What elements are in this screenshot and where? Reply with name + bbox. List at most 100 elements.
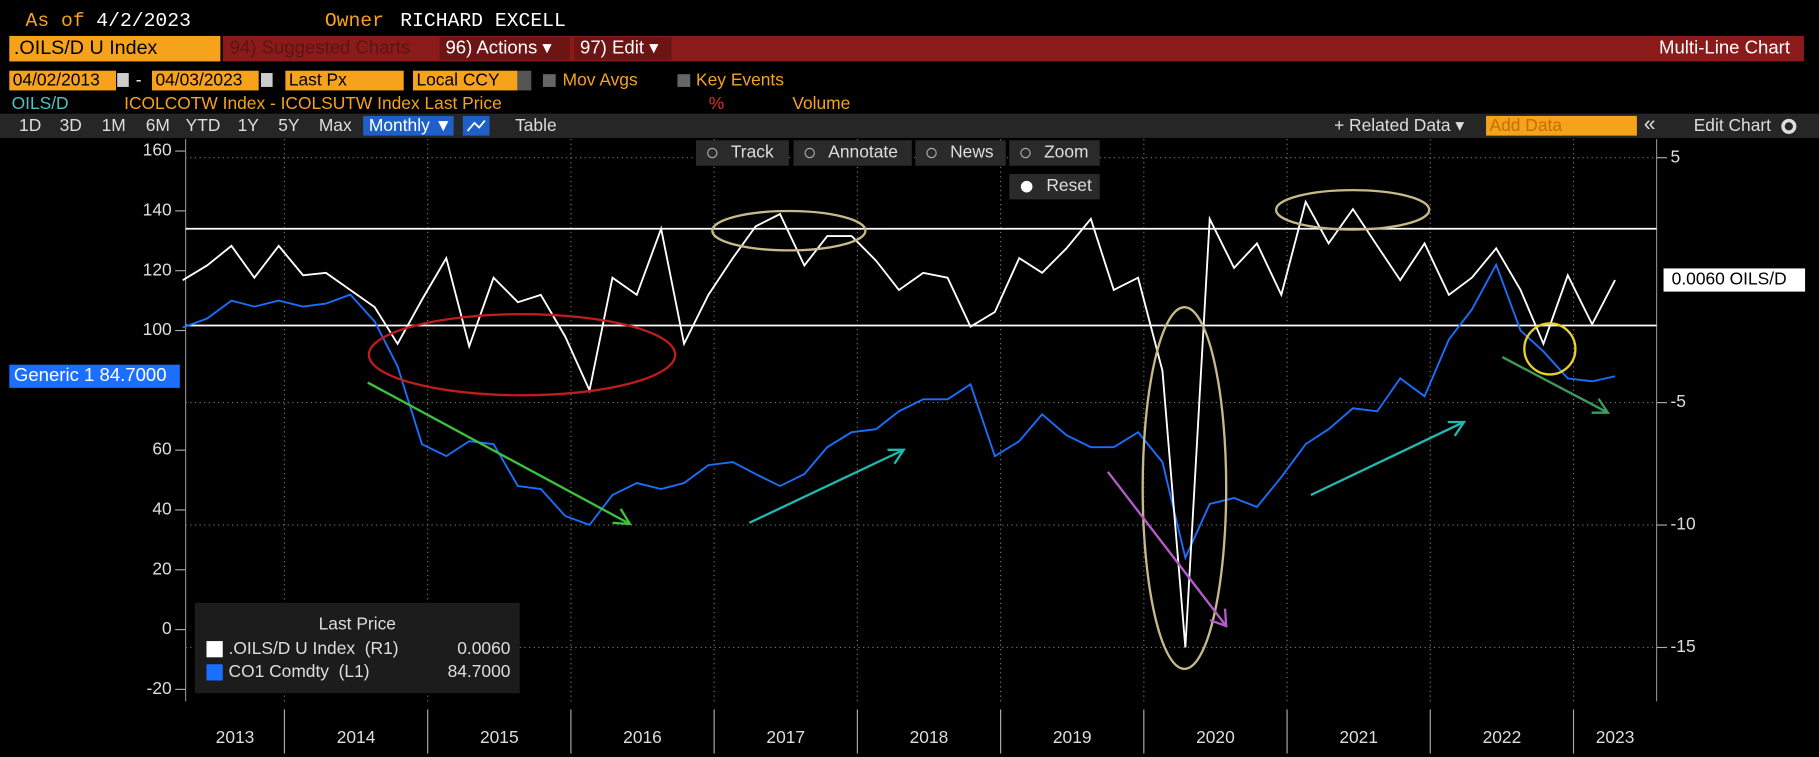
chart-type-icon bbox=[466, 120, 486, 132]
annotation-arrow bbox=[1106, 471, 1228, 628]
add-data[interactable]: Add Data bbox=[1490, 115, 1563, 135]
tool-label[interactable]: News bbox=[950, 142, 994, 162]
tool-button[interactable] bbox=[1009, 140, 1100, 166]
mov-avgs-checkbox[interactable] bbox=[542, 74, 556, 87]
menu-edit-box[interactable] bbox=[574, 37, 672, 61]
series-desc: ICOLCOTW Index - ICOLSUTW Index Last Pri… bbox=[124, 93, 502, 113]
related-data[interactable]: + Related Data ▾ bbox=[1334, 115, 1464, 135]
period-button[interactable]: 1M bbox=[102, 115, 126, 135]
as-of-label: As of bbox=[26, 10, 85, 32]
annotation-arrow bbox=[748, 448, 906, 524]
tool-icon bbox=[707, 147, 718, 159]
end-date[interactable]: 04/03/2023 bbox=[155, 70, 242, 90]
security-box[interactable] bbox=[9, 35, 221, 62]
y-tick-label: -20 bbox=[147, 678, 172, 698]
calendar-icon[interactable] bbox=[117, 73, 129, 87]
legend-label: .OILS/D U Index (R1) bbox=[229, 638, 399, 658]
date-dash: - bbox=[136, 70, 142, 90]
view-name: Multi-Line Chart bbox=[1659, 37, 1791, 58]
period-button[interactable]: Max bbox=[319, 115, 352, 135]
reset-icon bbox=[1020, 180, 1033, 193]
tool-button[interactable] bbox=[793, 140, 912, 166]
tool-icon bbox=[1020, 147, 1031, 159]
x-tick-label: 2018 bbox=[910, 727, 949, 747]
legend bbox=[194, 602, 520, 694]
y-tick-label: 160 bbox=[143, 140, 172, 160]
field-box[interactable] bbox=[285, 70, 404, 91]
x-tick-label: 2020 bbox=[1196, 727, 1235, 747]
period-buttons: 1D 3D 1M 6M YTD 1Y 5Y Max bbox=[19, 115, 352, 135]
tool-button[interactable] bbox=[915, 140, 1006, 166]
edit-chart[interactable]: Edit Chart bbox=[1694, 115, 1771, 135]
x-tick-label: 2019 bbox=[1053, 727, 1092, 747]
x-tick-label: 2017 bbox=[766, 727, 805, 747]
tool-label[interactable]: Zoom bbox=[1044, 142, 1088, 162]
annotation-ellipse bbox=[367, 313, 677, 397]
y2-tick-label: -10 bbox=[1671, 514, 1696, 534]
y-tick-label: 0 bbox=[162, 618, 172, 638]
menu-edit[interactable]: 97) Edit ▾ bbox=[580, 37, 659, 58]
period-button[interactable]: 1Y bbox=[238, 115, 260, 135]
settings-icon[interactable] bbox=[1781, 118, 1797, 134]
menu-suggested[interactable]: 94) Suggested Charts bbox=[230, 37, 411, 58]
y2-tick-label: -15 bbox=[1671, 636, 1696, 656]
calendar-icon[interactable] bbox=[261, 73, 273, 87]
security[interactable]: .OILS/D U Index bbox=[14, 37, 158, 59]
tool-button[interactable] bbox=[696, 140, 789, 166]
period-button[interactable]: 5Y bbox=[278, 115, 300, 135]
as-of-date: 4/2/2023 bbox=[96, 10, 191, 32]
key-events[interactable]: Key Events bbox=[696, 70, 784, 90]
tool-label[interactable]: Track bbox=[731, 142, 774, 162]
last-value-tag bbox=[1663, 268, 1806, 292]
last-value-tag-label: Generic 1 84.7000 bbox=[14, 364, 167, 385]
tool-icon bbox=[926, 147, 937, 159]
key-events-checkbox[interactable] bbox=[677, 74, 691, 87]
menu-actions[interactable]: 96) Actions ▾ bbox=[445, 37, 552, 58]
table-button[interactable]: Table bbox=[515, 115, 557, 135]
period-button[interactable]: YTD bbox=[186, 115, 221, 135]
tool-icon bbox=[804, 147, 815, 159]
legend-value: 0.0060 bbox=[457, 638, 510, 658]
x-tick-label: 2021 bbox=[1339, 727, 1378, 747]
reset[interactable]: Reset bbox=[1046, 175, 1092, 195]
legend-swatch bbox=[206, 664, 223, 681]
legend-label: CO1 Comdty (L1) bbox=[229, 661, 370, 681]
menu-actions-box[interactable] bbox=[439, 37, 570, 61]
mov-avgs[interactable]: Mov Avgs bbox=[563, 70, 638, 90]
period-button[interactable]: 6M bbox=[146, 115, 170, 135]
series-id: OILS/D bbox=[12, 93, 69, 113]
currency-box[interactable] bbox=[412, 70, 518, 91]
x-tick-label: 2015 bbox=[480, 727, 519, 747]
legend-title: Last Price bbox=[319, 613, 396, 633]
add-data-box[interactable] bbox=[1486, 115, 1637, 136]
tool-label[interactable]: Annotate bbox=[828, 142, 898, 162]
annotation-arrow bbox=[1501, 356, 1611, 414]
frequency[interactable]: Monthly ▼ bbox=[369, 115, 452, 135]
last-value-tag bbox=[9, 364, 180, 388]
field[interactable]: Last Px bbox=[289, 70, 347, 90]
annotations bbox=[367, 188, 1611, 671]
currency[interactable]: Local CCY bbox=[416, 70, 499, 90]
y-tick-label: 40 bbox=[152, 499, 171, 519]
y2-tick-label: 5 bbox=[1671, 146, 1681, 166]
frequency-box[interactable] bbox=[363, 115, 454, 136]
collapse[interactable]: « bbox=[1644, 113, 1656, 136]
owner-label: Owner bbox=[325, 10, 384, 32]
y-tick-label: 60 bbox=[152, 439, 171, 459]
x-tick-label: 2016 bbox=[623, 727, 662, 747]
end-date-box[interactable] bbox=[151, 70, 259, 91]
currency-dropdown[interactable] bbox=[517, 70, 532, 91]
annotation-circle bbox=[1523, 322, 1577, 376]
start-date-box[interactable] bbox=[9, 70, 117, 91]
x-tick-label: 2014 bbox=[337, 727, 376, 747]
y-tick-label: 20 bbox=[152, 558, 171, 578]
x-tick-label: 2022 bbox=[1483, 727, 1522, 747]
x-tick-label: 2013 bbox=[216, 727, 255, 747]
start-date[interactable]: 04/02/2013 bbox=[13, 70, 100, 90]
period-button[interactable]: 1D bbox=[19, 115, 41, 135]
chart-tools: Track Annotate News Zoom bbox=[696, 140, 1100, 166]
series-line bbox=[182, 199, 1616, 648]
period-button[interactable]: 3D bbox=[60, 115, 82, 135]
